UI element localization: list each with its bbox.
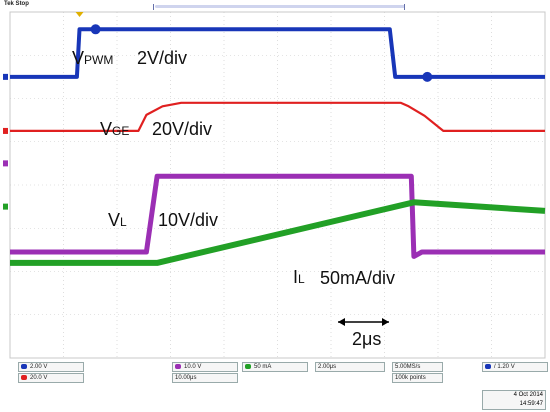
time-scale-label: 2μs <box>352 329 382 349</box>
ch-marker-vl <box>3 160 8 167</box>
trace-vpwm <box>10 27 545 79</box>
trace-vl <box>10 173 545 259</box>
ch4-color-icon <box>245 363 251 369</box>
ch1-color-icon <box>21 363 27 369</box>
ch2-color-icon <box>21 374 27 380</box>
ch-marker-il <box>3 203 8 210</box>
ch1-readout[interactable]: 2.00 V <box>18 362 84 372</box>
trigger-readout[interactable]: / 1.20 V <box>482 362 548 372</box>
delay-readout[interactable]: 10.00μs <box>172 373 238 383</box>
vpwm-scale: 2V/div <box>137 48 188 68</box>
channel-markers <box>3 12 433 326</box>
ch-marker-vge <box>3 127 8 134</box>
trace-vge <box>10 101 545 132</box>
vge-label: VGE <box>100 119 130 139</box>
datetime-readout: 4 Oct 2014 14:59:47 <box>482 390 546 410</box>
vpwm-cursor-dot <box>90 24 101 35</box>
vge-scale: 20V/div <box>152 119 213 139</box>
trigger-position-marker <box>75 12 84 17</box>
status-bar: 2.00 V 20.0 V 10.0 V 50 mA 10.00μs 2.00μ… <box>12 362 550 392</box>
vpwm-label: VPWM <box>72 48 114 68</box>
waveform-traces <box>10 27 546 266</box>
ch3-readout[interactable]: 10.0 V <box>172 362 238 372</box>
scope-status-label: Tek Stop <box>4 1 29 7</box>
sample-rate-readout[interactable]: 5.00MS/s <box>392 362 443 372</box>
record-view-left-bracket <box>153 4 157 10</box>
il-scale: 50mA/div <box>320 268 396 288</box>
ch-marker-vpwm <box>3 73 8 80</box>
ch3-color-icon <box>175 363 181 369</box>
graticule-grid <box>9 11 546 359</box>
trace-il <box>10 199 546 266</box>
trigger-channel-icon <box>485 363 491 369</box>
record-view-right-bracket <box>404 4 408 10</box>
vpwm-cursor-dot <box>422 71 433 82</box>
ch2-readout[interactable]: 20.0 V <box>18 373 84 383</box>
record-length-readout[interactable]: 100k points <box>392 373 443 383</box>
vl-label: VL <box>108 210 127 230</box>
ch4-readout[interactable]: 50 mA <box>242 362 308 372</box>
timebase-readout[interactable]: 2.00μs <box>315 362 385 372</box>
time-scale-arrow <box>338 318 389 326</box>
record-view-bar[interactable] <box>155 5 405 8</box>
il-label: IL <box>293 267 305 287</box>
vl-scale: 10V/div <box>158 210 219 230</box>
